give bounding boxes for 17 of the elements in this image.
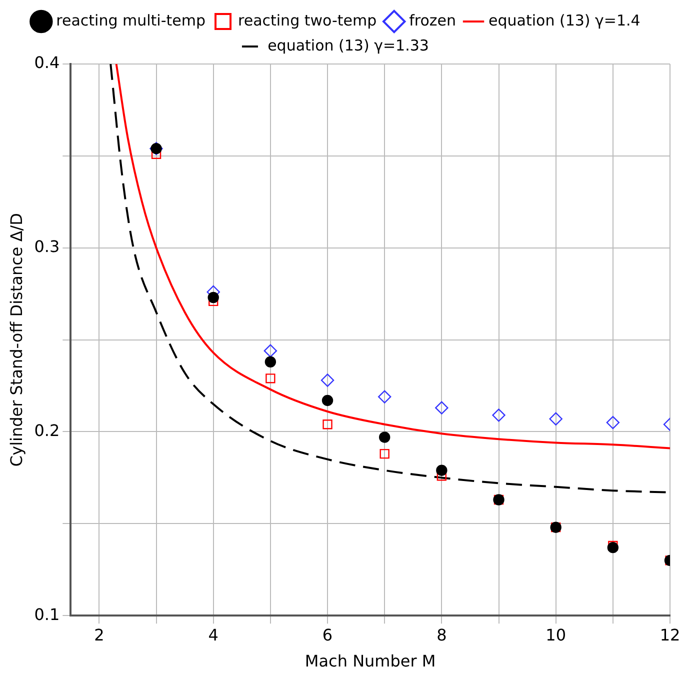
y-tick-label: 0.1 [34, 604, 60, 624]
x-tick-label: 4 [208, 625, 218, 644]
x-tick-label: 6 [322, 625, 333, 644]
x-tick-label: 8 [436, 625, 447, 644]
y-tick-label: 0.2 [34, 420, 60, 440]
legend-label: reacting multi-temp [56, 11, 206, 30]
y-axis-title: Cylinder Stand-off Distance Δ/D [6, 213, 26, 467]
x-tick-label: 2 [94, 625, 104, 644]
y-tick-label: 0.4 [34, 53, 60, 72]
x-tick-label: 10 [546, 625, 566, 644]
y-tick-label: 0.3 [34, 237, 60, 256]
legend-label: equation (13) γ=1.4 [488, 11, 640, 30]
x-axis-title: Mach Number M [304, 652, 436, 671]
x-tick-label: 12 [660, 625, 680, 644]
legend-label: equation (13) γ=1.33 [268, 36, 429, 54]
legend-label: reacting two-temp [238, 11, 377, 30]
legend-label: frozen [409, 11, 456, 30]
